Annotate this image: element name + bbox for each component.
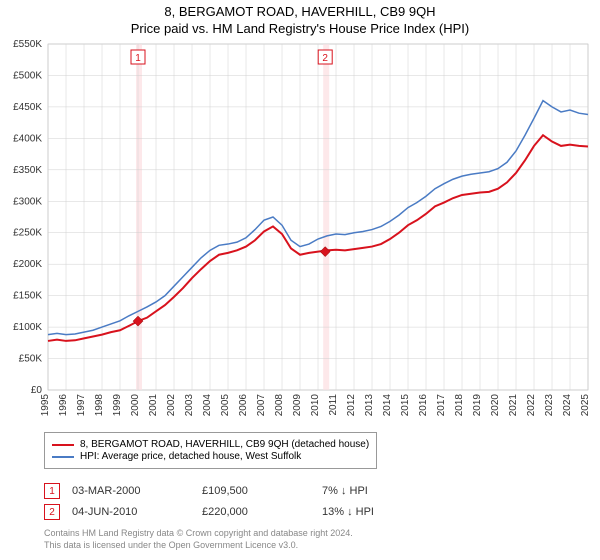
sale-delta: 13% ↓ HPI <box>322 506 412 518</box>
legend-swatch-1 <box>52 444 74 446</box>
sale-date: 03-MAR-2000 <box>72 485 172 497</box>
svg-text:£450K: £450K <box>13 102 42 113</box>
sale-price: £109,500 <box>202 485 292 497</box>
svg-text:1998: 1998 <box>94 394 105 417</box>
svg-text:2025: 2025 <box>580 394 591 417</box>
svg-text:2023: 2023 <box>544 394 555 417</box>
svg-text:£150K: £150K <box>13 291 42 302</box>
price-chart: £0£50K£100K£150K£200K£250K£300K£350K£400… <box>0 0 600 430</box>
legend-label-2: HPI: Average price, detached house, West… <box>80 451 301 462</box>
svg-text:2019: 2019 <box>472 394 483 417</box>
svg-text:2005: 2005 <box>220 394 231 417</box>
svg-text:2018: 2018 <box>454 394 465 417</box>
svg-text:£300K: £300K <box>13 196 42 207</box>
svg-text:1997: 1997 <box>76 394 87 417</box>
svg-text:2011: 2011 <box>328 394 339 416</box>
svg-text:2014: 2014 <box>382 394 393 417</box>
svg-text:2022: 2022 <box>526 394 537 417</box>
svg-text:2001: 2001 <box>148 394 159 417</box>
footer-line1: Contains HM Land Registry data © Crown c… <box>44 528 353 540</box>
svg-text:2: 2 <box>322 53 328 64</box>
svg-text:2003: 2003 <box>184 394 195 417</box>
svg-text:£200K: £200K <box>13 259 42 270</box>
svg-text:£350K: £350K <box>13 165 42 176</box>
svg-text:2000: 2000 <box>130 394 141 417</box>
svg-text:2012: 2012 <box>346 394 357 417</box>
svg-text:£50K: £50K <box>19 354 43 365</box>
svg-text:2020: 2020 <box>490 394 501 417</box>
licence-footer: Contains HM Land Registry data © Crown c… <box>44 528 353 551</box>
sale-marker: 1 <box>44 483 60 499</box>
svg-text:£100K: £100K <box>13 322 42 333</box>
svg-text:2004: 2004 <box>202 394 213 417</box>
svg-text:1: 1 <box>135 53 141 64</box>
legend-swatch-2 <box>52 456 74 458</box>
svg-text:2021: 2021 <box>508 394 519 417</box>
svg-text:2006: 2006 <box>238 394 249 417</box>
svg-text:2009: 2009 <box>292 394 303 417</box>
svg-text:2015: 2015 <box>400 394 411 417</box>
svg-text:2007: 2007 <box>256 394 267 417</box>
svg-text:2008: 2008 <box>274 394 285 417</box>
svg-text:2017: 2017 <box>436 394 447 417</box>
sale-row: 2 04-JUN-2010 £220,000 13% ↓ HPI <box>44 504 442 520</box>
svg-text:2010: 2010 <box>310 394 321 417</box>
svg-text:2013: 2013 <box>364 394 375 417</box>
svg-text:£550K: £550K <box>13 39 42 50</box>
svg-text:2024: 2024 <box>562 394 573 417</box>
sale-date: 04-JUN-2010 <box>72 506 172 518</box>
chart-legend: 8, BERGAMOT ROAD, HAVERHILL, CB9 9QH (de… <box>44 432 377 469</box>
sale-row: 1 03-MAR-2000 £109,500 7% ↓ HPI <box>44 483 442 499</box>
svg-text:2002: 2002 <box>166 394 177 417</box>
svg-text:2016: 2016 <box>418 394 429 417</box>
svg-text:£250K: £250K <box>13 228 42 239</box>
svg-text:1999: 1999 <box>112 394 123 417</box>
sale-price: £220,000 <box>202 506 292 518</box>
svg-text:£500K: £500K <box>13 70 42 81</box>
sale-delta: 7% ↓ HPI <box>322 485 412 497</box>
legend-label-1: 8, BERGAMOT ROAD, HAVERHILL, CB9 9QH (de… <box>80 439 369 450</box>
svg-text:1995: 1995 <box>40 394 51 417</box>
sales-table: 1 03-MAR-2000 £109,500 7% ↓ HPI 2 04-JUN-2010… <box>44 478 442 525</box>
sale-marker: 2 <box>44 504 60 520</box>
footer-line2: This data is licensed under the Open Gov… <box>44 540 353 552</box>
svg-text:1996: 1996 <box>58 394 69 417</box>
svg-text:£400K: £400K <box>13 133 42 144</box>
